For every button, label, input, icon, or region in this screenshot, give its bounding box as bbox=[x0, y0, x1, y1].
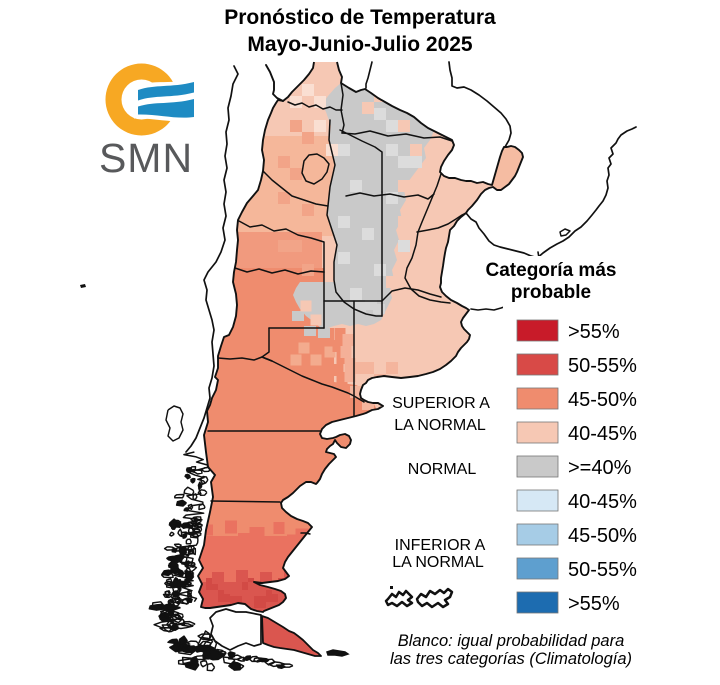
svg-text:40-45%: 40-45% bbox=[568, 491, 637, 513]
svg-text:45-50%: 45-50% bbox=[568, 525, 637, 547]
svg-text:SUPERIOR A: SUPERIOR A bbox=[392, 395, 490, 412]
svg-text:>=40%: >=40% bbox=[568, 457, 632, 479]
svg-text:Pronóstico de Temperatura: Pronóstico de Temperatura bbox=[224, 6, 496, 29]
svg-text:50-55%: 50-55% bbox=[568, 355, 637, 377]
svg-text:LA NORMAL: LA NORMAL bbox=[394, 417, 486, 434]
svg-text:NORMAL: NORMAL bbox=[408, 461, 477, 478]
svg-text:SMN: SMN bbox=[99, 135, 193, 181]
svg-text:las tres categorías (Climatolo: las tres categorías (Climatología) bbox=[390, 650, 632, 668]
svg-text:>55%: >55% bbox=[568, 321, 620, 343]
svg-text:50-55%: 50-55% bbox=[568, 559, 637, 581]
svg-text:LA NORMAL: LA NORMAL bbox=[392, 554, 484, 571]
svg-text:Categoría más: Categoría más bbox=[486, 260, 617, 281]
svg-text:45-50%: 45-50% bbox=[568, 389, 637, 411]
svg-text:INFERIOR A: INFERIOR A bbox=[395, 537, 486, 554]
svg-text:40-45%: 40-45% bbox=[568, 423, 637, 445]
svg-text:>55%: >55% bbox=[568, 593, 620, 615]
svg-text:probable: probable bbox=[511, 282, 591, 303]
svg-text:Blanco: igual probabilidad par: Blanco: igual probabilidad para bbox=[398, 632, 625, 650]
svg-text:Mayo-Junio-Julio 2025: Mayo-Junio-Julio 2025 bbox=[247, 33, 473, 56]
